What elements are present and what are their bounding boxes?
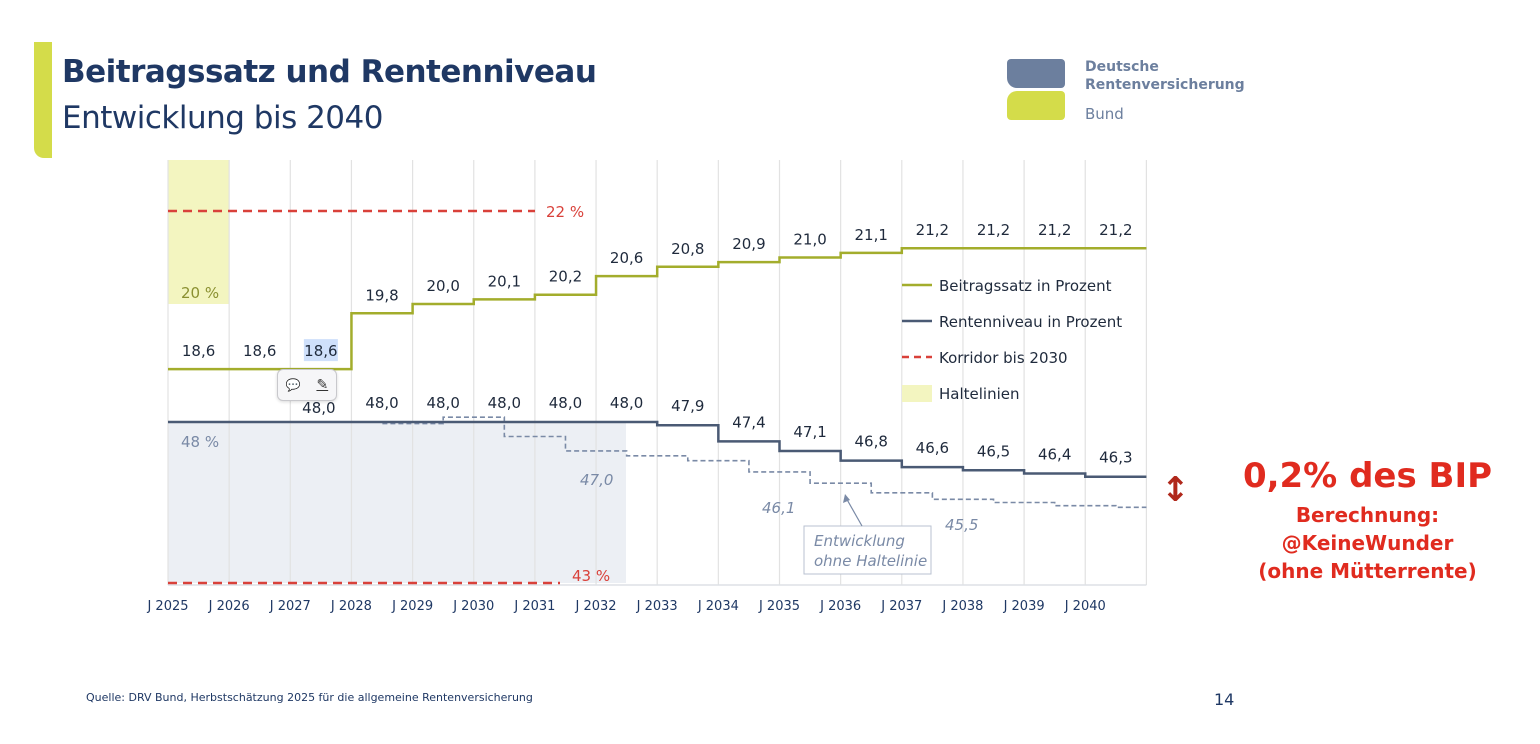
x-tick-label: J 2036 — [819, 599, 861, 614]
corridor-upper-label: 22 % — [546, 203, 584, 221]
x-tick-label: J 2028 — [330, 599, 372, 614]
haltelinie-rente-label: 48 % — [181, 433, 219, 451]
x-tick-label: J 2035 — [758, 599, 800, 614]
x-tick-label: J 2025 — [146, 599, 188, 614]
beitrag-data-label: 20,1 — [488, 272, 521, 290]
selection-toolbar: 💬 ✎ — [277, 369, 337, 401]
rente-data-label: 48,0 — [302, 399, 335, 417]
note-headline: 0,2% des BIP — [1242, 456, 1493, 496]
annotation-45-5: 45,5 — [945, 516, 978, 534]
rente-data-label: 48,0 — [426, 394, 459, 412]
beitrag-data-label: 21,2 — [1099, 221, 1132, 239]
beitrag-data-label: 21,2 — [977, 221, 1010, 239]
x-tick-label: J 2029 — [391, 599, 433, 614]
beitrag-data-label: 21,0 — [793, 231, 826, 249]
x-tick-label: J 2033 — [636, 599, 678, 614]
legend-swatch — [902, 385, 932, 402]
note-line3: (ohne Mütterrente) — [1258, 559, 1477, 583]
series-beitragssatz — [168, 246, 1147, 371]
page-number: 14 — [1214, 690, 1235, 709]
legend-label: Haltelinien — [939, 385, 1020, 403]
x-tick-label: J 2040 — [1064, 599, 1106, 614]
rente-data-label: 48,0 — [365, 394, 398, 412]
logo-line2: Rentenversicherung — [1085, 77, 1245, 93]
beitrag-data-label: 20,6 — [610, 249, 643, 267]
x-tick-label: J 2027 — [269, 599, 311, 614]
annotation-arrow — [844, 495, 863, 527]
rente-data-label: 46,5 — [977, 442, 1010, 460]
rente-data-label: 47,1 — [793, 423, 826, 441]
note-line1: Berechnung: — [1295, 503, 1440, 527]
rente-data-label: 46,4 — [1038, 446, 1071, 464]
comment-icon[interactable]: 💬 — [285, 378, 301, 392]
rente-data-label: 47,4 — [732, 413, 765, 431]
page-subtitle: Entwicklung bis 2040 — [62, 100, 383, 136]
rente-data-label: 46,6 — [916, 439, 949, 457]
rente-data-label: 46,8 — [855, 433, 888, 451]
x-tick-label: J 2030 — [452, 599, 494, 614]
haltelinie-rente-area — [168, 422, 626, 583]
annotation-box-line2: ohne Haltelinie — [814, 552, 927, 570]
x-tick-label: J 2034 — [697, 599, 739, 614]
source-note: Quelle: DRV Bund, Herbstschätzung 2025 f… — [86, 691, 533, 704]
beitrag-data-label: 20,2 — [549, 268, 582, 286]
note-line2: @KeineWunder — [1281, 531, 1454, 555]
legend-label: Beitragssatz in Prozent — [939, 277, 1112, 295]
highlighter-icon[interactable]: ✎ — [316, 377, 329, 393]
annotation-box-line1: Entwicklung — [814, 532, 905, 550]
annotation-box — [803, 525, 932, 575]
page-title: Beitragssatz und Rentenniveau — [62, 54, 597, 90]
corridor-lower-label: 43 % — [572, 567, 610, 585]
logo-sub: Bund — [1085, 105, 1124, 123]
x-tick-label: J 2032 — [575, 599, 617, 614]
double-arrow-icon: ↕ — [1161, 470, 1190, 510]
x-tick-label: J 2031 — [513, 599, 555, 614]
legend-label: Korridor bis 2030 — [939, 349, 1068, 367]
beitrag-data-label: 20,9 — [732, 235, 765, 253]
rente-data-label: 46,3 — [1099, 449, 1132, 467]
rente-data-label: 47,9 — [671, 397, 704, 415]
rente-data-label: 48,0 — [549, 394, 582, 412]
beitrag-data-label: 18,6 — [182, 342, 215, 360]
beitrag-data-label: 20,8 — [671, 240, 704, 258]
annotation-arrowhead — [843, 494, 850, 503]
haltelinie-beitrag-label: 20 % — [181, 284, 219, 302]
beitrag-data-label: 21,2 — [1038, 221, 1071, 239]
logo-line1: Deutsche — [1085, 59, 1159, 75]
x-tick-label: J 2039 — [1003, 599, 1045, 614]
rente-data-label: 48,0 — [488, 394, 521, 412]
annotation-46-1: 46,1 — [762, 499, 795, 517]
series-rentenniveau — [168, 420, 1147, 478]
beitrag-data-label: 19,8 — [365, 286, 398, 304]
x-tick-label: J 2038 — [941, 599, 983, 614]
beitrag-data-label: 20,0 — [426, 277, 459, 295]
annotation-47: 47,0 — [580, 471, 613, 489]
series-ohne-haltelinie — [168, 416, 1147, 509]
legend-label: Rentenniveau in Prozent — [939, 313, 1122, 331]
text-highlight — [303, 339, 338, 362]
beitrag-data-label: 21,2 — [916, 221, 949, 239]
drv-logo — [1007, 59, 1067, 121]
logo-text: Deutsche Rentenversicherung — [1085, 58, 1245, 94]
beitrag-data-label: 18,6 — [243, 342, 276, 360]
beitrag-data-label: 21,1 — [855, 226, 888, 244]
haltelinie-beitrag-area — [168, 160, 230, 304]
beitrag-data-label: 18,6 — [304, 342, 337, 360]
rente-data-label: 48,0 — [610, 394, 643, 412]
x-tick-label: J 2026 — [208, 599, 250, 614]
accent-bar — [34, 42, 52, 158]
x-tick-label: J 2037 — [880, 599, 922, 614]
